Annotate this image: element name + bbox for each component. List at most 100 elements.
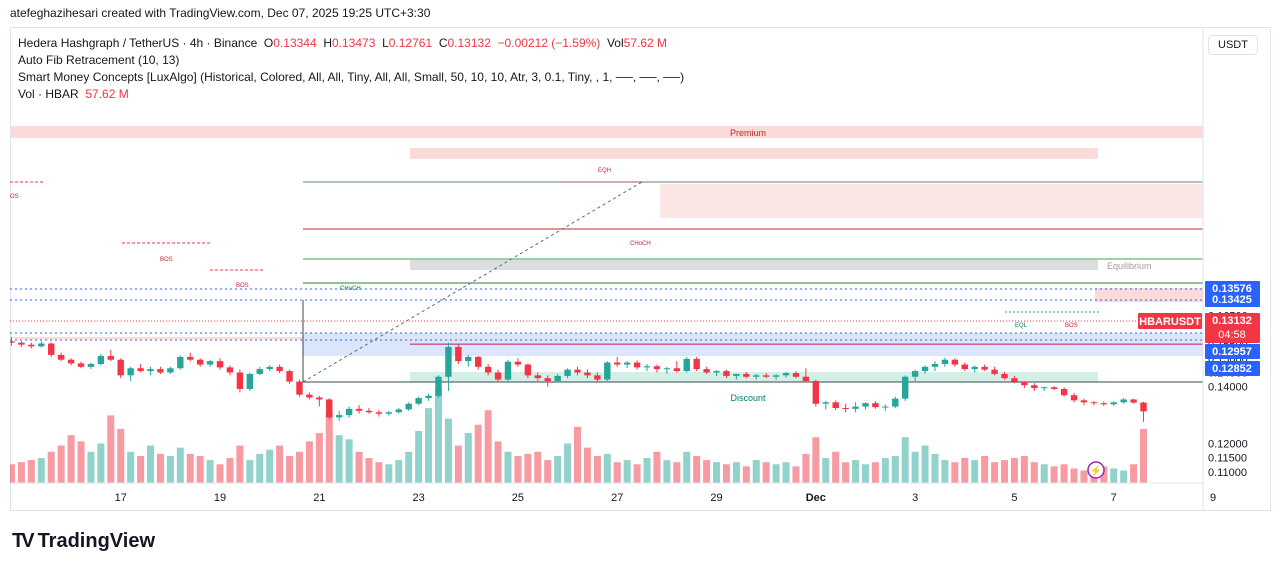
candle-body — [435, 376, 442, 396]
volume-bar — [385, 464, 393, 483]
legend-close: 0.13132 — [447, 36, 491, 50]
volume-bar — [981, 455, 989, 483]
time-axis-label: 19 — [214, 492, 226, 504]
candle-body — [365, 410, 373, 413]
volume-bar — [315, 433, 323, 483]
legend-high: 0.13473 — [332, 36, 376, 50]
volume-bar — [434, 389, 442, 483]
volume-bar — [1140, 428, 1148, 483]
legend-open: 0.13344 — [273, 36, 317, 50]
volume-bar — [802, 453, 810, 483]
smc-label: EQH — [598, 168, 611, 174]
price-label-text: 0.12957 — [1212, 346, 1252, 358]
volume-bar — [504, 451, 512, 483]
currency-selector[interactable]: USDT — [1208, 35, 1258, 55]
price-label-box — [1205, 313, 1260, 343]
volume-bar — [673, 462, 681, 483]
candle-body — [1011, 378, 1018, 382]
candlestick-chart[interactable]: Premium Discount Equilibrium EQH CHoCH BOS BOS… — [10, 27, 1271, 511]
volume-bar — [703, 460, 711, 483]
volume-bar — [991, 462, 999, 483]
volume-bar — [166, 455, 174, 483]
volume-bar — [1040, 464, 1048, 483]
volume-bar — [931, 453, 939, 483]
candle-body — [772, 375, 780, 377]
volume-bar — [1100, 466, 1108, 483]
volume-bar — [534, 451, 542, 483]
legend-ohlc-row[interactable]: Hedera Hashgraph / TetherUS · 4h · Binan… — [18, 35, 684, 52]
candle-body — [306, 394, 313, 398]
candle-body — [524, 364, 532, 376]
candle-body — [544, 378, 551, 382]
volume-bar — [812, 437, 820, 483]
candle-body — [921, 366, 929, 372]
discount-zone — [410, 372, 1098, 382]
candle-body — [127, 368, 134, 376]
volume-bar — [574, 426, 582, 483]
smc-label: EQL — [1015, 323, 1028, 329]
volume-bar — [454, 445, 462, 483]
candle-body — [177, 356, 184, 369]
volume-bar — [822, 458, 830, 483]
volume-bar — [1020, 455, 1028, 483]
volume-bar — [524, 453, 532, 483]
candle-body — [723, 371, 730, 376]
candle-body — [28, 344, 35, 347]
volume-bar — [1010, 458, 1018, 483]
price-label-text: 0.12852 — [1212, 363, 1252, 375]
candle-body — [137, 368, 144, 372]
candle-body — [812, 381, 820, 404]
candle-body — [1090, 402, 1098, 404]
countdown-text: 04:58 — [1218, 329, 1246, 341]
tradingview-brand[interactable]: TV TradingView — [12, 530, 155, 553]
candle-body — [931, 363, 939, 367]
tradingview-logo-icon: TV — [12, 530, 34, 552]
volume-bar — [365, 458, 373, 483]
price-axis-tick: 0.11000 — [1208, 467, 1247, 479]
price-label-box — [1205, 344, 1260, 359]
candle-body — [355, 408, 363, 411]
volume-bar — [842, 462, 850, 483]
volume-bar — [425, 408, 433, 483]
volume-bar — [276, 445, 284, 483]
volume-bar — [911, 451, 919, 483]
volume-bar — [127, 451, 135, 483]
time-axis-label: 9 — [1210, 492, 1216, 504]
smc-label: BOS — [236, 283, 249, 289]
volume-bar — [593, 455, 601, 483]
volume-bar — [683, 451, 691, 483]
volume-bar — [742, 466, 750, 483]
candle-body — [574, 369, 581, 373]
legend-high-label: H — [323, 36, 332, 50]
volume-bar — [395, 460, 403, 483]
candle-body — [892, 398, 899, 407]
volume-bar — [147, 445, 155, 483]
volume-bar — [653, 451, 661, 483]
volume-bar — [484, 410, 492, 483]
legend-indicator-fib[interactable]: Auto Fib Retracement (10, 13) — [18, 53, 180, 67]
candle-body — [196, 359, 204, 365]
legend-low-label: L — [382, 36, 389, 50]
volume-bar — [295, 451, 303, 483]
volume-bar — [1110, 468, 1118, 483]
candle-body — [822, 402, 829, 404]
candle-body — [246, 373, 254, 389]
volume-bar — [47, 451, 55, 483]
candle-body — [623, 362, 631, 365]
volume-bar — [494, 441, 502, 483]
volume-bar — [921, 445, 929, 483]
legend-open-label: O — [263, 36, 274, 50]
legend-indicator-vol[interactable]: Vol · HBAR 57.62 M — [18, 86, 684, 103]
legend-indicator-smc[interactable]: Smart Money Concepts [LuxAlgo] (Historic… — [18, 70, 685, 84]
lightning-icon[interactable] — [1087, 461, 1105, 479]
volume-bar — [901, 437, 909, 483]
candle-body — [683, 358, 690, 372]
chart-legend: Hedera Hashgraph / TetherUS · 4h · Binan… — [18, 35, 684, 103]
candle-body — [862, 403, 869, 407]
candle-body — [395, 409, 402, 413]
volume-bar — [196, 455, 204, 483]
attribution-text: atefeghazihesari created with TradingVie… — [10, 6, 431, 20]
candle-body — [445, 346, 452, 377]
candle-body — [534, 375, 541, 379]
candle-body — [882, 406, 889, 408]
